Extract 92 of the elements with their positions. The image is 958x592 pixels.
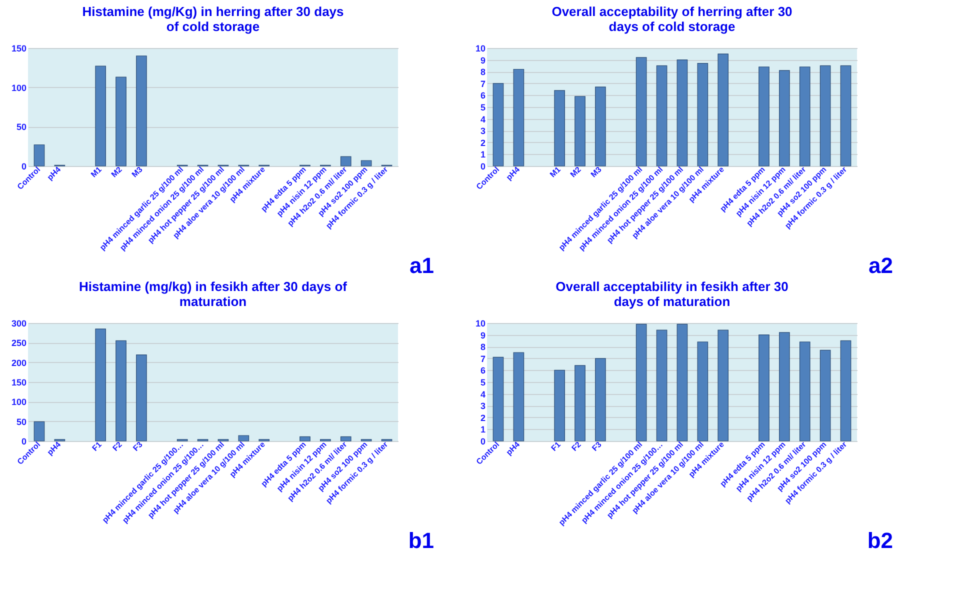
y-tick-label: 6 <box>480 90 486 101</box>
bar <box>636 57 647 166</box>
bar <box>95 66 106 166</box>
bar <box>116 340 126 442</box>
y-tick-label: 7 <box>480 78 486 89</box>
bar <box>656 65 668 166</box>
x-tick-label: F2 <box>570 440 584 453</box>
text: a2 <box>868 253 893 278</box>
y-tick-label: 250 <box>11 338 26 348</box>
y-tick-label: 7 <box>480 354 486 364</box>
chart-title: Histamine (mg/Kg) in herring after 30 days of cold storage <box>82 4 344 34</box>
bar <box>758 66 770 166</box>
y-tick-label: 50 <box>16 416 26 427</box>
bar <box>779 70 790 166</box>
chart-title: Histamine (mg/kg) in fesikh after 30 days of maturation <box>78 279 348 309</box>
bar <box>300 436 310 442</box>
bar <box>513 68 524 166</box>
bar <box>34 144 45 166</box>
y-tick-label: 6 <box>480 366 486 376</box>
bar <box>656 330 668 442</box>
bar <box>840 65 852 166</box>
bar <box>595 86 606 166</box>
bar <box>820 350 831 442</box>
bar <box>95 328 106 442</box>
bar <box>840 340 852 442</box>
bar <box>340 156 352 166</box>
y-tick-label: 150 <box>11 378 26 388</box>
x-tick-label: F1 <box>90 440 104 453</box>
y-tick-label: 4 <box>480 389 486 400</box>
bar <box>492 83 504 166</box>
y-tick-label: 4 <box>480 114 486 124</box>
bar <box>799 342 810 442</box>
y-tick-label: 200 <box>11 358 26 368</box>
chart-title: Overall acceptability in fesikh after 30 days of maturation <box>556 279 788 309</box>
y-tick-label: 300 <box>11 318 26 328</box>
bar <box>360 160 372 166</box>
x-tick-label: M2 <box>568 164 584 180</box>
bar <box>676 324 688 442</box>
bar <box>238 435 250 442</box>
bar <box>574 96 586 166</box>
y-tick-label: 1 <box>480 150 486 160</box>
y-tick-label: 2 <box>480 138 486 148</box>
bar <box>574 365 586 442</box>
y-tick-label: 8 <box>480 67 486 78</box>
chart-title: Overall acceptability of herring after 30 days of cold storage <box>552 4 792 34</box>
y-tick-label: 5 <box>480 378 486 388</box>
bar <box>697 63 708 166</box>
y-tick-label: 100 <box>11 397 26 408</box>
x-tick-label: F2 <box>110 440 124 453</box>
bar <box>136 354 147 442</box>
y-tick-label: 150 <box>11 44 26 54</box>
bar <box>799 66 810 166</box>
bar <box>595 358 606 442</box>
bar <box>116 76 126 166</box>
text: b1 <box>408 528 434 553</box>
bar <box>779 332 790 442</box>
y-tick-label: 100 <box>11 82 26 93</box>
y-tick-label: 8 <box>480 342 486 352</box>
x-tick-label: F3 <box>590 440 604 453</box>
bar <box>34 421 45 442</box>
y-tick-label: 1 <box>480 424 486 435</box>
bar <box>718 54 729 166</box>
bar <box>718 330 729 442</box>
x-tick-label: M2 <box>110 164 124 180</box>
text: b2 <box>867 528 893 553</box>
x-tick-label: F3 <box>131 440 145 453</box>
y-tick-label: 2 <box>480 412 486 423</box>
bar <box>554 370 565 442</box>
bar <box>758 334 770 442</box>
x-tick-label: M1 <box>548 164 563 180</box>
y-tick-label: 50 <box>16 122 26 132</box>
y-tick-label: 10 <box>475 44 486 54</box>
bar <box>136 56 147 166</box>
bar <box>820 65 831 166</box>
bar <box>340 436 352 442</box>
y-tick-label: 9 <box>480 55 486 66</box>
bar <box>697 342 708 442</box>
y-tick-label: 10 <box>475 318 486 328</box>
x-tick-label: M1 <box>89 164 104 180</box>
x-tick-label: M3 <box>589 164 604 180</box>
bar <box>554 90 565 166</box>
x-tick-label: F1 <box>549 440 563 453</box>
y-tick-label: 3 <box>480 401 486 412</box>
bar <box>676 60 688 166</box>
bar <box>513 352 524 442</box>
y-tick-label: 9 <box>480 330 486 340</box>
y-tick-label: 5 <box>480 102 486 112</box>
x-tick-label: M3 <box>130 164 145 180</box>
bar <box>492 356 504 442</box>
y-tick-label: 3 <box>480 126 486 136</box>
text: a1 <box>410 253 434 278</box>
bar <box>636 324 647 442</box>
